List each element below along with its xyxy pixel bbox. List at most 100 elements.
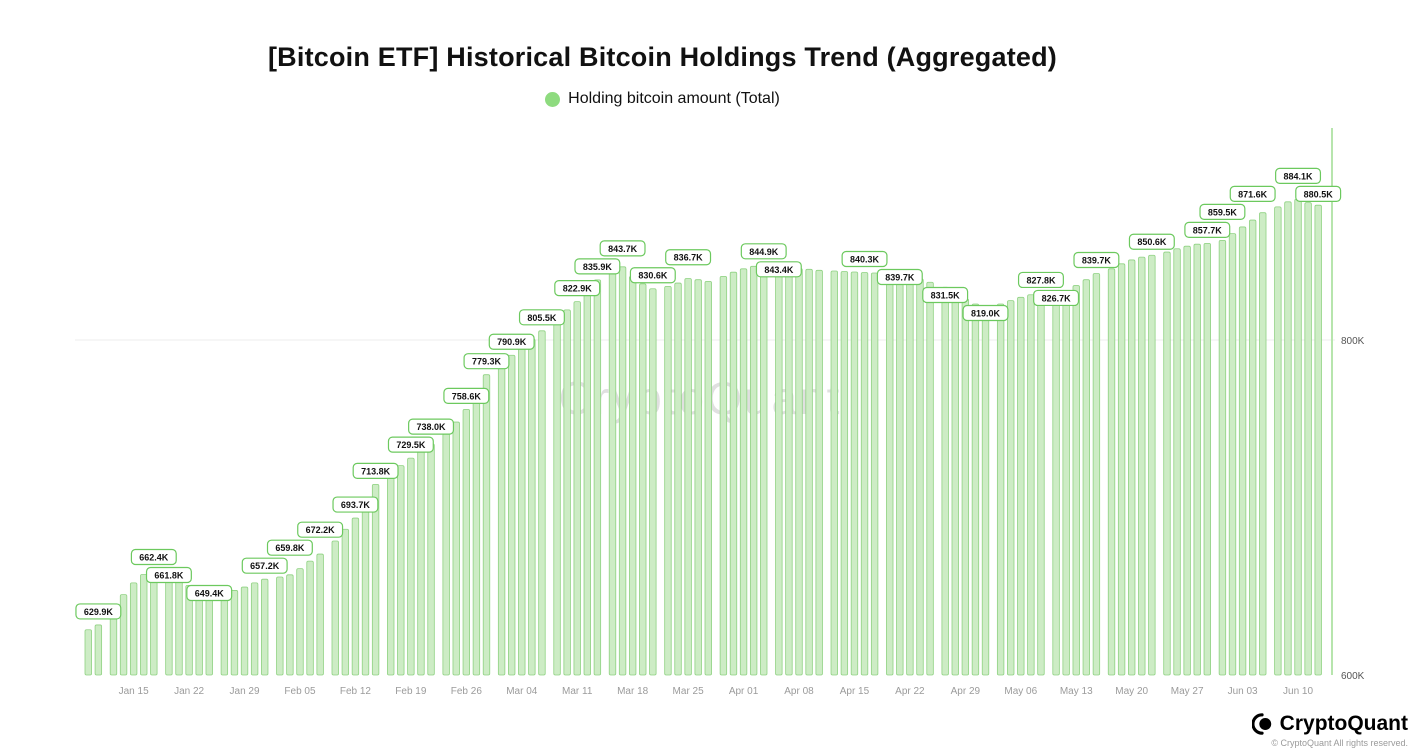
- bar: [981, 307, 990, 676]
- x-tick-label: Apr 22: [895, 686, 925, 697]
- legend-item[interactable]: Holding bitcoin amount (Total): [0, 90, 1325, 108]
- bar: [1128, 259, 1136, 676]
- footer-brand: CryptoQuant © CryptoQuant All rights res…: [1251, 712, 1408, 748]
- bar: [951, 292, 959, 676]
- value-callout-box: [841, 250, 888, 268]
- bar: [518, 346, 526, 676]
- value-callout-box: [443, 387, 490, 404]
- value-callout-text: 884.1K: [1284, 171, 1314, 181]
- value-callout-text: 661.8K: [154, 570, 184, 580]
- bar: [462, 408, 471, 676]
- bar: [1062, 290, 1070, 676]
- value-callout-text: 827.8K: [1026, 275, 1056, 285]
- bar: [608, 271, 617, 676]
- bar: [719, 275, 728, 676]
- value-callout-box: [1033, 289, 1080, 307]
- value-callout-box: [518, 309, 565, 326]
- bar: [563, 309, 571, 676]
- value-callout-text: 836.7K: [674, 253, 704, 263]
- bar: [583, 291, 591, 676]
- bar: [1107, 268, 1116, 676]
- bar: [775, 266, 783, 676]
- legend-label: Holding bitcoin amount (Total): [568, 90, 780, 107]
- bar: [1218, 239, 1227, 676]
- bar: [996, 303, 1005, 676]
- value-callout-box: [554, 280, 601, 297]
- bar: [1203, 242, 1211, 676]
- bar: [1017, 296, 1025, 676]
- value-callout-text: 831.5K: [931, 290, 961, 300]
- bar: [1173, 248, 1181, 676]
- value-callout-box: [1275, 167, 1322, 184]
- bar: [941, 286, 949, 676]
- value-callout-text: 758.6K: [452, 391, 482, 401]
- bar: [94, 624, 103, 676]
- value-callout-text: 693.7K: [341, 500, 371, 510]
- bar: [296, 568, 304, 676]
- bar: [361, 498, 370, 676]
- bar: [805, 268, 813, 676]
- value-callout-text: 659.8K: [275, 543, 305, 553]
- bar: [1248, 219, 1257, 676]
- value-callout-text: 779.3K: [472, 357, 502, 367]
- bar: [276, 576, 284, 676]
- value-callout-box: [574, 258, 621, 275]
- bar: [175, 578, 183, 676]
- bar: [1117, 263, 1126, 676]
- value-callout-text: 826.7K: [1042, 293, 1072, 303]
- bar: [129, 582, 138, 676]
- bar: [119, 594, 128, 676]
- bar: [1259, 212, 1267, 676]
- bar: [195, 589, 203, 676]
- bar: [729, 271, 738, 676]
- bar: [815, 269, 823, 676]
- bar: [1294, 198, 1302, 676]
- bar: [387, 473, 395, 676]
- value-callout-text: 657.2K: [250, 561, 280, 571]
- value-callout-box: [740, 243, 787, 260]
- bar: [351, 517, 360, 676]
- value-callout-box: [962, 304, 1009, 322]
- value-callout-box: [387, 436, 434, 453]
- value-callout-text: 843.4K: [764, 265, 794, 275]
- y-tick-label: 800K: [1341, 336, 1365, 347]
- bar: [407, 457, 415, 676]
- x-tick-label: Mar 11: [562, 686, 593, 697]
- bar: [830, 270, 838, 676]
- value-callout-text: 839.7K: [885, 272, 915, 282]
- bar: [1138, 256, 1146, 676]
- bar: [1037, 293, 1045, 676]
- bar: [593, 279, 602, 676]
- y-tick-label: 600K: [1341, 671, 1365, 682]
- bar: [694, 279, 702, 676]
- value-callout-text: 672.2K: [306, 525, 336, 535]
- bar: [860, 272, 869, 676]
- x-tick-label: Feb 19: [395, 686, 427, 697]
- bar: [896, 273, 904, 676]
- x-tick-label: May 13: [1060, 686, 1093, 697]
- copyright-text: © CryptoQuant All rights reserved.: [1271, 738, 1408, 748]
- bar: [1193, 243, 1201, 676]
- bar: [472, 393, 481, 676]
- x-tick-label: Mar 25: [673, 686, 705, 697]
- bar: [1314, 204, 1322, 676]
- x-tick-label: Apr 15: [840, 686, 870, 697]
- value-callout-text: 713.8K: [361, 466, 391, 476]
- value-callout-box: [488, 333, 535, 350]
- bar: [220, 593, 229, 676]
- value-callout-text: 880.5K: [1304, 189, 1334, 199]
- value-callout-text: 790.9K: [497, 337, 527, 347]
- value-callout-text: 822.9K: [563, 284, 593, 294]
- bar: [1274, 206, 1282, 676]
- bar: [639, 283, 647, 676]
- value-callout-text: 857.7K: [1193, 225, 1223, 235]
- x-tick-label: Mar 18: [617, 686, 649, 697]
- bar: [649, 288, 657, 676]
- value-callout-box: [922, 286, 969, 304]
- x-tick-label: Feb 26: [451, 686, 483, 697]
- bar: [870, 272, 879, 676]
- value-callout-box: [1295, 185, 1342, 202]
- value-callout-text: 839.7K: [1082, 256, 1112, 266]
- value-callout-text: 840.3K: [850, 254, 880, 264]
